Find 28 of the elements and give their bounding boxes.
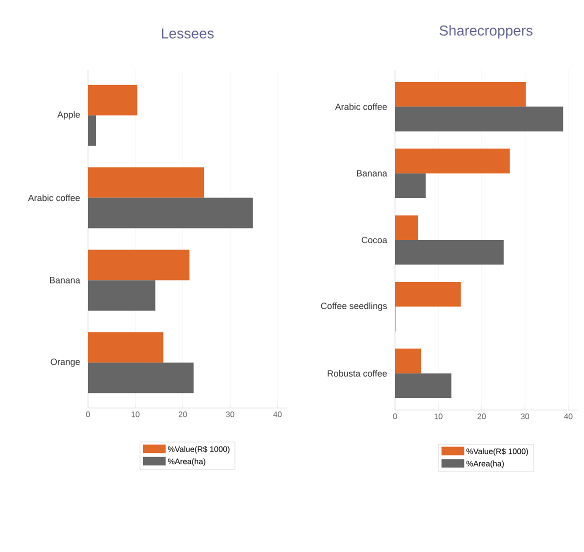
bar — [395, 282, 461, 307]
bar — [88, 198, 253, 228]
bar — [395, 173, 426, 198]
y-tick-label: Robusta coffee — [328, 370, 387, 377]
bar — [395, 373, 452, 398]
bar — [88, 84, 138, 116]
bar — [88, 250, 190, 280]
bar — [395, 348, 422, 374]
y-tick-label: Banana — [50, 277, 80, 284]
y-tick-label: Cocoa — [362, 236, 388, 244]
bar — [395, 215, 418, 240]
bar — [88, 332, 164, 363]
y-tick-label: Banana — [357, 170, 388, 176]
bar — [88, 280, 156, 311]
chart-title: Lessees — [162, 28, 214, 39]
chart-title: Sharecroppers — [440, 25, 533, 39]
y-tick-label: Coffee seedlings — [321, 302, 387, 311]
bar — [395, 148, 510, 174]
y-tick-label: Apple — [57, 111, 80, 120]
bar — [395, 106, 564, 132]
bar — [395, 82, 526, 107]
y-tick-label: Arabic coffee — [335, 103, 387, 110]
y-tick-label: Arabic coffee — [28, 194, 80, 202]
bar — [88, 115, 96, 146]
bar — [88, 362, 194, 394]
bar — [395, 240, 504, 265]
bar — [88, 167, 204, 198]
y-tick-label: Orange — [50, 358, 80, 367]
